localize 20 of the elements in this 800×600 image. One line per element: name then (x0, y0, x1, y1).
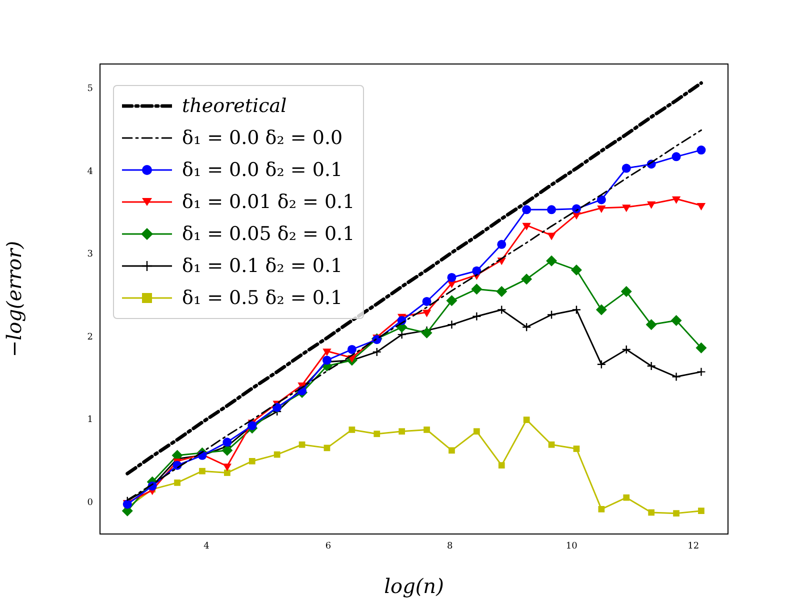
x-tick-label: 4 (204, 542, 210, 552)
legend-label: theoretical (182, 95, 287, 117)
y-tick-label: 0 (87, 498, 94, 508)
x-tick-label: 12 (688, 542, 700, 552)
legend-label: δ₁ = 0.05 δ₂ = 0.1 (182, 223, 355, 245)
y-tick-label: 3 (87, 250, 94, 260)
y-tick-label: 2 (87, 332, 93, 342)
y-axis-title: −log(error) (2, 240, 26, 358)
legend-label: δ₁ = 0.1 δ₂ = 0.1 (182, 255, 343, 277)
y-tick-label: 1 (87, 415, 93, 426)
x-tick-label: 8 (447, 542, 454, 552)
legend-label: δ₁ = 0.0 δ₂ = 0.0 (182, 127, 343, 149)
legend-label: δ₁ = 0.0 δ₂ = 0.1 (182, 159, 343, 181)
legend-label: δ₁ = 0.01 δ₂ = 0.1 (182, 191, 355, 213)
x-axis-title: log(n) (384, 574, 444, 598)
x-tick-label: 10 (566, 542, 578, 552)
y-tick-label: 4 (87, 166, 94, 177)
y-tick-label: 5 (87, 84, 94, 94)
legend-label: δ₁ = 0.5 δ₂ = 0.1 (182, 287, 343, 309)
x-tick-label: 6 (325, 542, 332, 552)
